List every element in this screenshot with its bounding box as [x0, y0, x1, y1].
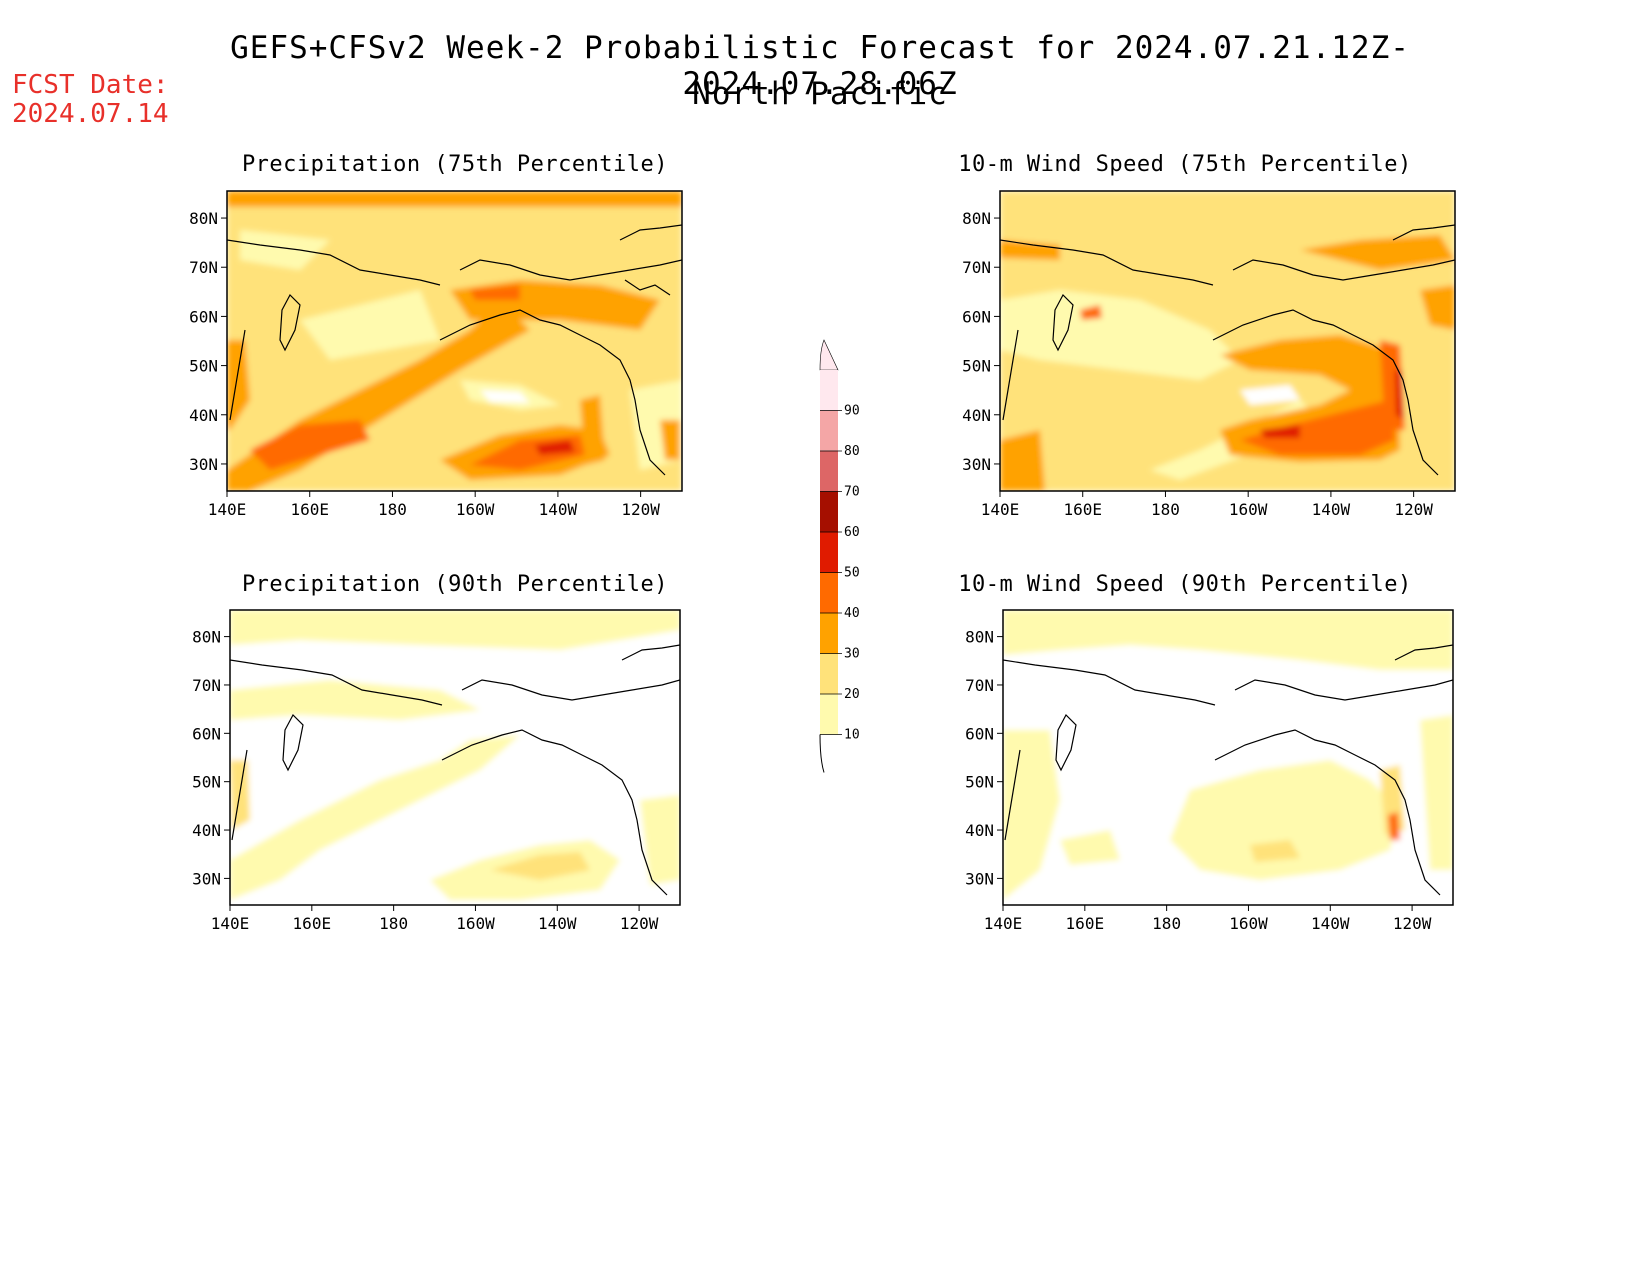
- y-tick-label: 70N: [965, 676, 994, 695]
- colorbar-bottom-cap: [819, 734, 825, 773]
- x-tick-label: 140W: [539, 500, 578, 519]
- axis-ticks: 140E 160E 180 160W 140W 120W 80N 70N 60N 50N 40N 30…: [189, 209, 1433, 933]
- map-panel-wind-90: [1002, 609, 1454, 906]
- x-tick-label: 140W: [1312, 500, 1351, 519]
- panel-title-precip-90: Precipitation (90th Percentile): [241, 572, 669, 597]
- main-subtitle: North Pacific: [692, 76, 948, 112]
- x-tick-label: 120W: [620, 914, 659, 933]
- x-tick-label: 160W: [1229, 914, 1268, 933]
- colorbar-swatch: [820, 491, 838, 532]
- x-tick-label: 120W: [621, 500, 660, 519]
- colorbar-swatch: [820, 370, 838, 411]
- colorbar-swatch: [820, 694, 838, 735]
- panel-title-wind-75: 10-m Wind Speed (75th Percentile): [958, 152, 1412, 177]
- y-tick-label: 60N: [192, 724, 221, 743]
- colorbar-label: 80: [844, 444, 860, 459]
- y-tick-label: 30N: [189, 455, 218, 474]
- x-tick-label: 120W: [1393, 914, 1432, 933]
- x-tick-label: 140E: [208, 500, 247, 519]
- colorbar-label: 40: [844, 606, 860, 621]
- y-tick-label: 50N: [192, 773, 221, 792]
- colorbar-swatch: [820, 572, 838, 613]
- y-tick-label: 50N: [189, 357, 218, 376]
- x-tick-label: 140E: [984, 914, 1023, 933]
- map-panel-precip-75: [226, 190, 683, 492]
- y-tick-label: 40N: [192, 821, 221, 840]
- fcst-date-label: FCST Date:: [12, 70, 169, 100]
- panel-title-precip-75: Precipitation (75th Percentile): [241, 152, 669, 177]
- y-tick-label: 70N: [192, 676, 221, 695]
- y-tick-label: 80N: [965, 628, 994, 647]
- y-tick-label: 50N: [962, 357, 991, 376]
- panel-title-wind-90: 10-m Wind Speed (90th Percentile): [958, 572, 1412, 597]
- x-tick-label: 160W: [1229, 500, 1268, 519]
- map-panel-precip-90: [229, 609, 681, 906]
- y-tick-label: 30N: [962, 455, 991, 474]
- x-tick-label: 160E: [1066, 914, 1105, 933]
- y-tick-label: 60N: [965, 724, 994, 743]
- y-tick-label: 60N: [962, 307, 991, 326]
- y-tick-label: 80N: [189, 209, 218, 228]
- y-tick-label: 30N: [965, 869, 994, 888]
- y-tick-label: 80N: [192, 628, 221, 647]
- x-tick-label: 160E: [290, 500, 329, 519]
- x-tick-label: 140W: [1311, 914, 1350, 933]
- colorbar-label: 30: [844, 647, 860, 662]
- colorbar-label: 90: [844, 404, 860, 419]
- x-tick-label: 140E: [981, 500, 1020, 519]
- colorbar-top-cap: [819, 339, 839, 371]
- x-tick-label: 160W: [456, 914, 495, 933]
- map-panel-wind-75: [999, 190, 1456, 492]
- colorbar-label: 20: [844, 687, 860, 702]
- colorbar-label: 10: [844, 728, 860, 743]
- y-tick-label: 60N: [189, 307, 218, 326]
- y-tick-label: 40N: [962, 406, 991, 425]
- y-tick-label: 40N: [965, 821, 994, 840]
- x-tick-label: 140E: [211, 914, 250, 933]
- x-tick-label: 160E: [1063, 500, 1102, 519]
- colorbar-swatch: [820, 451, 838, 492]
- x-tick-label: 180: [1151, 500, 1180, 519]
- x-tick-label: 180: [1152, 914, 1181, 933]
- y-tick-label: 70N: [962, 258, 991, 277]
- colorbar-swatch: [820, 653, 838, 694]
- y-tick-label: 40N: [189, 406, 218, 425]
- x-tick-label: 180: [378, 500, 407, 519]
- fcst-date-value: 2024.07.14: [12, 99, 169, 129]
- colorbar-label: 50: [844, 566, 860, 581]
- colorbar-swatch: [820, 532, 838, 573]
- x-tick-label: 160E: [293, 914, 332, 933]
- colorbar-swatch: [820, 410, 838, 451]
- main-title: GEFS+CFSv2 Week-2 Probabilistic Forecast…: [230, 30, 1410, 102]
- y-tick-label: 50N: [965, 773, 994, 792]
- colorbar: 10 20 30 40 50 60 70 80 90: [819, 339, 860, 773]
- y-tick-label: 80N: [962, 209, 991, 228]
- x-tick-label: 140W: [538, 914, 577, 933]
- colorbar-label: 60: [844, 525, 860, 540]
- x-tick-label: 120W: [1394, 500, 1433, 519]
- x-tick-label: 180: [379, 914, 408, 933]
- x-tick-label: 160W: [456, 500, 495, 519]
- y-tick-label: 70N: [189, 258, 218, 277]
- y-tick-label: 30N: [192, 869, 221, 888]
- colorbar-label: 70: [844, 485, 860, 500]
- colorbar-swatch: [820, 613, 838, 654]
